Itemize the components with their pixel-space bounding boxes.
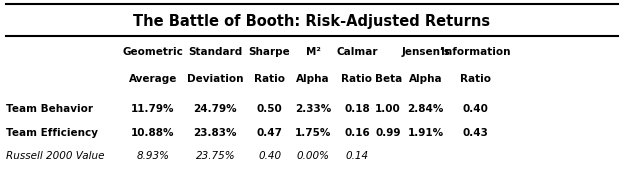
- Text: 1.00: 1.00: [375, 104, 401, 114]
- Text: 23.75%: 23.75%: [195, 151, 235, 161]
- Text: Alpha: Alpha: [296, 74, 330, 83]
- Text: 0.18: 0.18: [344, 104, 370, 114]
- Text: 0.50: 0.50: [256, 104, 283, 114]
- Text: 0.43: 0.43: [462, 128, 489, 138]
- Text: Ratio: Ratio: [254, 74, 285, 83]
- Text: 8.93%: 8.93%: [137, 151, 169, 161]
- Text: 0.00%: 0.00%: [297, 151, 329, 161]
- Text: Team Efficiency: Team Efficiency: [6, 128, 98, 138]
- Text: 2.84%: 2.84%: [407, 104, 444, 114]
- Text: 1.91%: 1.91%: [407, 128, 444, 138]
- Text: 23.83%: 23.83%: [193, 128, 237, 138]
- Text: Russell 2000 Value: Russell 2000 Value: [6, 151, 105, 161]
- Text: 0.16: 0.16: [344, 128, 370, 138]
- Text: Ratio: Ratio: [460, 74, 491, 83]
- Text: Information: Information: [441, 47, 510, 57]
- Text: M²: M²: [306, 47, 321, 57]
- Text: 0.47: 0.47: [256, 128, 283, 138]
- Text: 1.75%: 1.75%: [295, 128, 331, 138]
- Text: Team Behavior: Team Behavior: [6, 104, 93, 114]
- Text: Calmar: Calmar: [336, 47, 378, 57]
- Text: 0.99: 0.99: [376, 128, 401, 138]
- Text: Standard: Standard: [188, 47, 242, 57]
- Text: 0.40: 0.40: [462, 104, 489, 114]
- Text: Geometric: Geometric: [122, 47, 183, 57]
- Text: 10.88%: 10.88%: [131, 128, 175, 138]
- Text: 24.79%: 24.79%: [193, 104, 237, 114]
- Text: Sharpe: Sharpe: [249, 47, 290, 57]
- Text: Deviation: Deviation: [187, 74, 243, 83]
- Text: 2.33%: 2.33%: [295, 104, 331, 114]
- Text: Alpha: Alpha: [409, 74, 442, 83]
- Text: 0.14: 0.14: [345, 151, 369, 161]
- Text: 11.79%: 11.79%: [131, 104, 175, 114]
- Text: Ratio: Ratio: [341, 74, 373, 83]
- Text: 0.40: 0.40: [258, 151, 281, 161]
- Text: The Battle of Booth: Risk-Adjusted Returns: The Battle of Booth: Risk-Adjusted Retur…: [134, 14, 490, 29]
- Text: Beta: Beta: [374, 74, 402, 83]
- Text: Average: Average: [129, 74, 177, 83]
- Text: Jensen’s: Jensen’s: [401, 47, 450, 57]
